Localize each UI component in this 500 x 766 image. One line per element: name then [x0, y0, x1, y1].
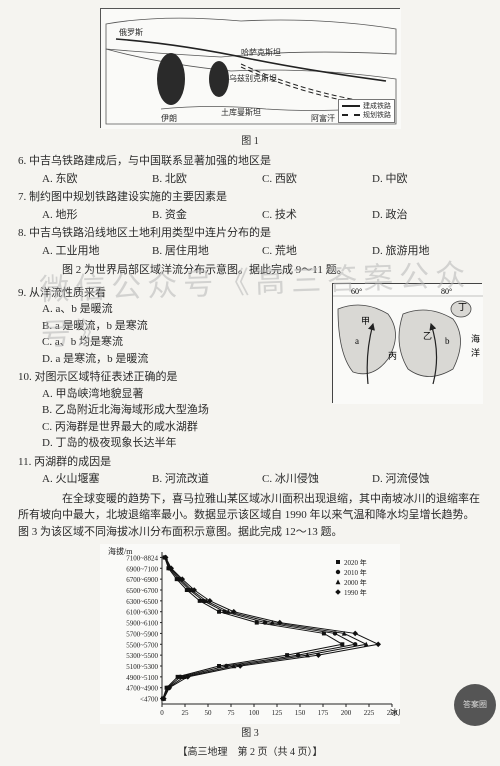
q7-opt-b: B. 资金 — [152, 207, 262, 224]
svg-text:5700~5900: 5700~5900 — [126, 630, 158, 638]
svg-text:0: 0 — [160, 709, 164, 717]
q11-text: 11. 丙湖群的成因是 — [18, 454, 482, 471]
legend-dash: 规划铁路 — [363, 111, 391, 120]
q11-opt-d: D. 河流侵蚀 — [372, 471, 482, 488]
q11-opt-b: B. 河流改道 — [152, 471, 262, 488]
figure-3-svg: 7100~88246900~71006700~69006500~67006300… — [100, 544, 400, 724]
corner-badge: 答案圈 — [454, 684, 496, 726]
svg-text:b: b — [445, 336, 450, 346]
f2-tick-60: 60° — [351, 287, 362, 296]
question-9: 9. 从洋流性质来看 A. a、b 是暖流 B. a 是暖流，b 是寒流 C. … — [18, 285, 326, 368]
svg-text:175: 175 — [318, 709, 329, 717]
stem-12-13: 在全球变暖的趋势下，喜马拉雅山某区域冰川面积出现退缩，其中南坡冰川的退缩率在所有… — [18, 491, 482, 541]
q6-opt-d: D. 中欧 — [372, 171, 482, 188]
q7-text: 7. 制约图中规划铁路建设实施的主要因素是 — [18, 189, 482, 206]
svg-text:丁: 丁 — [458, 302, 467, 312]
svg-text:150: 150 — [295, 709, 306, 717]
q11-opt-c: C. 冰川侵蚀 — [262, 471, 372, 488]
svg-text:6300~6500: 6300~6500 — [126, 598, 158, 606]
svg-text:200: 200 — [341, 709, 352, 717]
question-10: 10. 对图示区域特征表述正确的是 A. 甲岛峡湾地貌显著 B. 乙岛附近北海海… — [18, 369, 326, 452]
svg-text:2020 年: 2020 年 — [344, 558, 367, 567]
svg-text:海: 海 — [471, 333, 480, 344]
q8-opt-a: A. 工业用地 — [42, 243, 152, 260]
q9-opt-a: A. a、b 是暖流 — [42, 301, 326, 318]
figure1-label-uzbek: 乌兹别克斯坦 — [229, 73, 277, 85]
q9-opt-c: C. a、b 均是寒流 — [42, 334, 326, 351]
page-footer: 【高三地理 第 2 页（共 4 页）】 — [18, 745, 482, 760]
q10-opt-a: A. 甲岛峡湾地貌显著 — [42, 386, 326, 403]
svg-text:4700~4900: 4700~4900 — [126, 685, 158, 693]
svg-text:甲: 甲 — [361, 316, 370, 326]
q7-opt-a: A. 地形 — [42, 207, 152, 224]
q9-opt-d: D. a 是寒流，b 是暖流 — [42, 351, 326, 368]
svg-text:1990 年: 1990 年 — [344, 588, 367, 597]
svg-text:<4700: <4700 — [140, 696, 158, 704]
svg-text:6700~6900: 6700~6900 — [126, 576, 158, 584]
svg-text:6900~7100: 6900~7100 — [126, 565, 158, 573]
q10-opt-c: C. 丙海群是世界最大的咸水湖群 — [42, 419, 326, 436]
q7-opt-c: C. 技术 — [262, 207, 372, 224]
svg-text:5300~5500: 5300~5500 — [126, 652, 158, 660]
svg-text:75: 75 — [228, 709, 236, 717]
figure1-legend: 建成铁路 规划铁路 — [338, 99, 395, 123]
svg-text:丙: 丙 — [388, 351, 397, 361]
svg-text:2010 年: 2010 年 — [344, 568, 367, 577]
svg-text:5100~5300: 5100~5300 — [126, 663, 158, 671]
q8-opt-c: C. 荒地 — [262, 243, 372, 260]
svg-text:5900~6100: 5900~6100 — [126, 620, 158, 628]
stem-9-11: 图 2 为世界局部区域洋流分布示意图。据此完成 9～11 题。 — [18, 262, 482, 279]
figure-2-map: 60° 80° a b 甲 乙 丙 丁 海 洋 — [332, 283, 482, 403]
q8-opt-b: B. 居住用地 — [152, 243, 262, 260]
question-7: 7. 制约图中规划铁路建设实施的主要因素是 A. 地形 B. 资金 C. 技术 … — [18, 189, 482, 223]
svg-text:2000 年: 2000 年 — [344, 578, 367, 587]
svg-text:225: 225 — [364, 709, 375, 717]
svg-text:4900~5100: 4900~5100 — [126, 674, 158, 682]
svg-text:100: 100 — [249, 709, 260, 717]
figure1-label-turkmen: 土库曼斯坦 — [221, 107, 261, 119]
figure-3-chart: 7100~88246900~71006700~69006500~67006300… — [100, 544, 400, 724]
figure1-label-iran: 伊朗 — [161, 113, 177, 125]
svg-text:50: 50 — [205, 709, 213, 717]
q7-opt-d: D. 政治 — [372, 207, 482, 224]
q6-opt-a: A. 东欧 — [42, 171, 152, 188]
svg-text:海拔/m: 海拔/m — [108, 546, 133, 556]
svg-text:洋: 洋 — [471, 347, 480, 358]
q10-text: 10. 对图示区域特征表述正确的是 — [18, 369, 326, 386]
figure1-label-kazakh: 哈萨克斯坦 — [241, 47, 281, 59]
legend-solid: 建成铁路 — [363, 102, 391, 111]
figure1-caption: 图 1 — [18, 134, 482, 149]
figure-1-map: 俄罗斯 哈萨克斯坦 乌兹别克斯坦 土库曼斯坦 伊朗 阿富汗 建成铁路 规划铁路 — [100, 8, 400, 128]
figure-2-svg: 60° 80° a b 甲 乙 丙 丁 海 洋 — [333, 284, 483, 404]
svg-text:25: 25 — [182, 709, 190, 717]
q6-opt-c: C. 西欧 — [262, 171, 372, 188]
f2-tick-80: 80° — [441, 287, 452, 296]
q10-opt-d: D. 丁岛的极夜现象长达半年 — [42, 435, 326, 452]
figure3-caption: 图 3 — [18, 726, 482, 741]
svg-text:6500~6700: 6500~6700 — [126, 587, 158, 595]
figure1-label-russia: 俄罗斯 — [119, 27, 143, 39]
svg-text:冰川面积/km²: 冰川面积/km² — [390, 707, 400, 717]
question-11: 11. 丙湖群的成因是 A. 火山堰塞 B. 河流改道 C. 冰川侵蚀 D. 河… — [18, 454, 482, 488]
q9-text: 9. 从洋流性质来看 — [18, 285, 326, 302]
svg-text:乙: 乙 — [423, 331, 432, 341]
q9-opt-b: B. a 是暖流，b 是寒流 — [42, 318, 326, 335]
question-6: 6. 中吉乌铁路建成后，与中国联系显著加强的地区是 A. 东欧 B. 北欧 C.… — [18, 153, 482, 187]
q10-opt-b: B. 乙岛附近北海海域形成大型渔场 — [42, 402, 326, 419]
q8-opt-d: D. 旅游用地 — [372, 243, 482, 260]
q6-opt-b: B. 北欧 — [152, 171, 262, 188]
svg-text:5500~5700: 5500~5700 — [126, 641, 158, 649]
q8-text: 8. 中吉乌铁路沿线地区土地利用类型中连片分布的是 — [18, 225, 482, 242]
figure1-label-afghan: 阿富汗 — [311, 113, 335, 125]
q6-text: 6. 中吉乌铁路建成后，与中国联系显著加强的地区是 — [18, 153, 482, 170]
svg-text:6100~6300: 6100~6300 — [126, 609, 158, 617]
q11-opt-a: A. 火山堰塞 — [42, 471, 152, 488]
svg-text:125: 125 — [272, 709, 283, 717]
question-8: 8. 中吉乌铁路沿线地区土地利用类型中连片分布的是 A. 工业用地 B. 居住用… — [18, 225, 482, 259]
svg-text:a: a — [355, 336, 359, 346]
